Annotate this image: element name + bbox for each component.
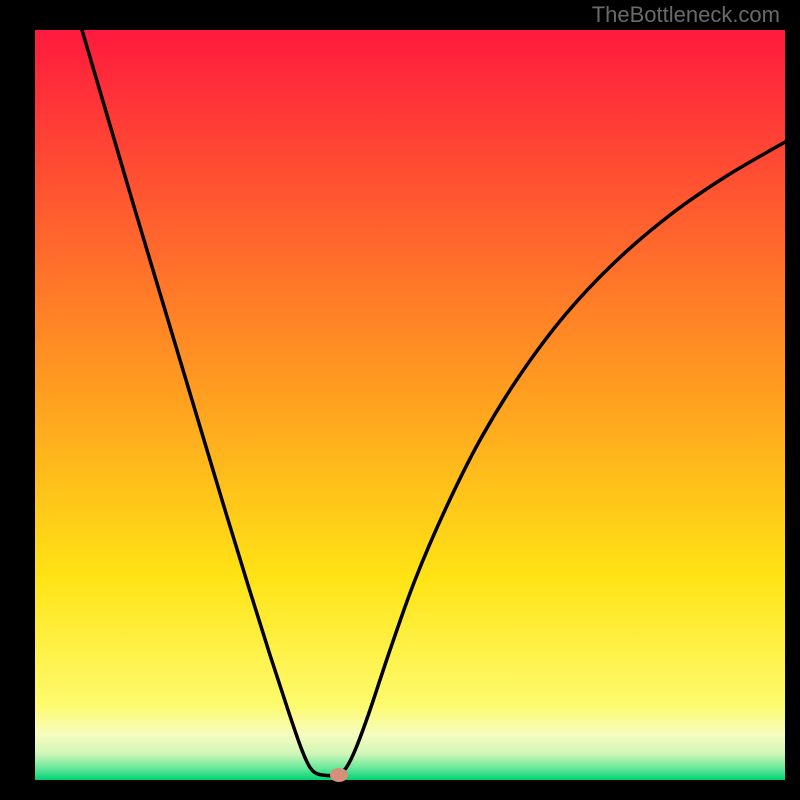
watermark-text: TheBottleneck.com	[592, 2, 780, 28]
bottleneck-curve	[0, 0, 800, 800]
optimal-point-marker	[330, 768, 348, 782]
